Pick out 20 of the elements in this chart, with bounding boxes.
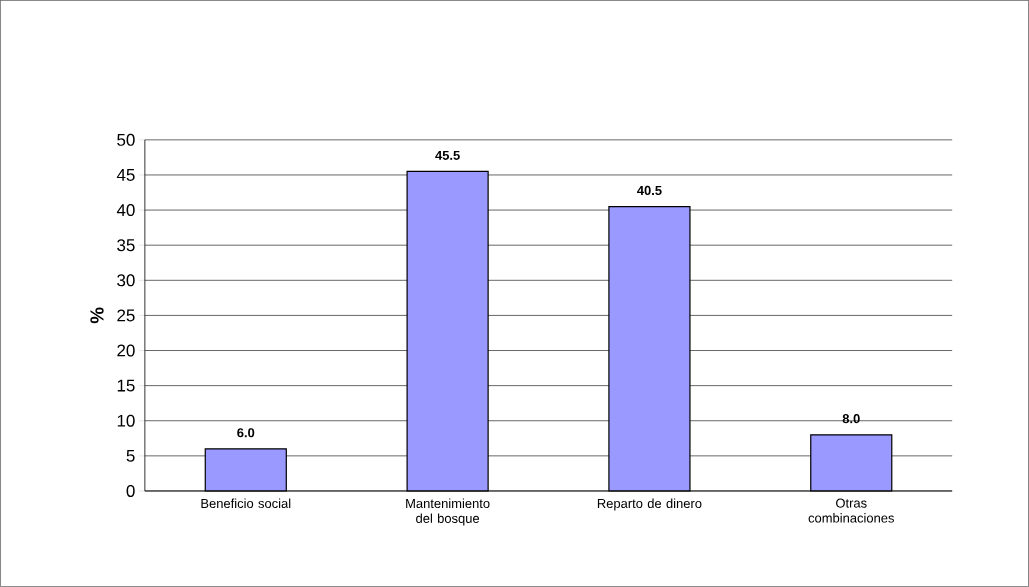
x-tick-label: Otras combinaciones [808,498,894,523]
data-label: 8.0 [842,414,860,424]
y-tick-label: 5 [126,450,135,462]
data-label: 6.0 [237,428,255,438]
y-tick-label: 10 [117,414,135,427]
x-tick-label: Reparto de dinero [597,498,702,511]
x-tick-label: Beneficio social [201,498,291,509]
y-tick-label: 20 [117,344,135,357]
y-tick-label: 35 [117,239,135,252]
data-label: 45.5 [435,150,460,161]
data-label: 40.5 [637,185,662,196]
y-tick-label: 40 [116,204,135,217]
y-tick-label: 45 [116,169,135,181]
y-tick-label: 15 [117,379,135,392]
y-axis-title: % [90,307,104,324]
y-tick-label: 50 [117,133,135,146]
y-tick-label: 0 [126,485,135,498]
y-tick-label: 25 [117,309,135,322]
x-tick-label: Mantenimiento del bosque [406,498,490,526]
y-tick-label: 30 [117,274,135,287]
